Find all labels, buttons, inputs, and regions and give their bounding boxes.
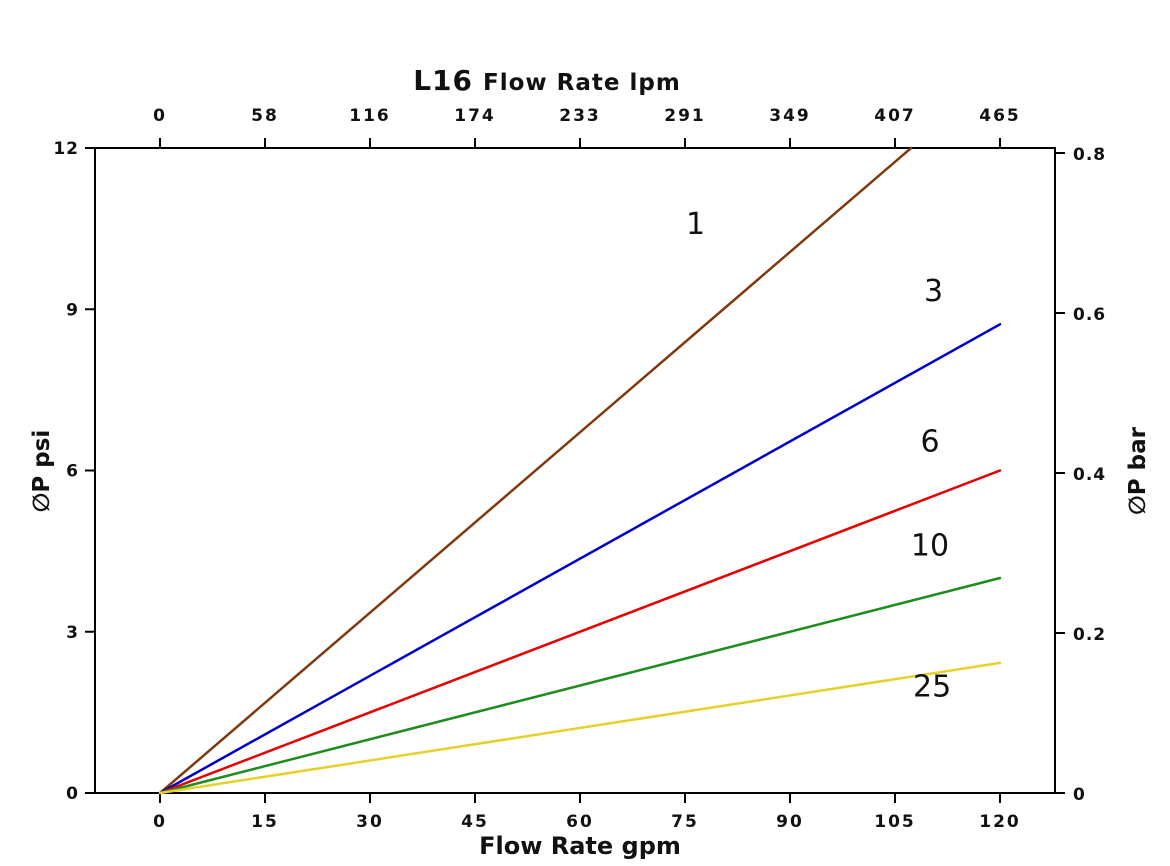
y-right-tick-label: 0 xyxy=(1073,785,1086,805)
y-right-tick-label: 0.8 xyxy=(1073,145,1106,165)
x-bottom-tick-label: 75 xyxy=(671,812,699,832)
x-axis-label-bottom: Flow Rate gpm xyxy=(479,832,681,860)
series-line-25 xyxy=(158,661,1002,795)
series-line-1 xyxy=(158,146,913,795)
y-left-tick-label: 9 xyxy=(66,300,79,320)
x-bottom-tick-label: 15 xyxy=(251,812,279,832)
series-line-6 xyxy=(158,469,1002,795)
y-left-tick-label: 12 xyxy=(53,139,79,159)
x-bottom-tick-label: 0 xyxy=(153,812,167,832)
series-label-25: 25 xyxy=(913,669,951,704)
x-top-tick-label: 0 xyxy=(153,106,167,126)
x-top-tick-label: 291 xyxy=(664,106,706,126)
y-right-tick-label: 0.6 xyxy=(1073,305,1106,325)
x-bottom-tick-label: 30 xyxy=(356,812,384,832)
x-top-tick-label: 233 xyxy=(559,106,601,126)
series-line-10 xyxy=(158,576,1002,795)
x-bottom-tick-label: 120 xyxy=(979,812,1021,832)
y-right-tick-label: 0.2 xyxy=(1073,625,1106,645)
chart-title-model: L16 xyxy=(413,64,473,97)
chart-title-axis: Flow Rate lpm xyxy=(483,70,681,96)
series-label-3: 3 xyxy=(924,274,943,309)
x-bottom-tick-label: 90 xyxy=(776,812,804,832)
x-top-tick-label: 465 xyxy=(979,106,1021,126)
x-bottom-tick-label: 60 xyxy=(566,812,594,832)
x-top-tick-label: 407 xyxy=(874,106,916,126)
plot-border xyxy=(94,147,1056,794)
series-line-3 xyxy=(158,323,1002,795)
y-right-tick-label: 0.4 xyxy=(1073,465,1106,485)
series-label-6: 6 xyxy=(920,425,939,460)
x-bottom-tick-label: 45 xyxy=(461,812,489,832)
y-left-tick-label: 3 xyxy=(66,623,79,643)
y-left-tick-label: 6 xyxy=(66,462,79,482)
x-top-tick-label: 174 xyxy=(454,106,496,126)
y-left-tick-label: 0 xyxy=(66,784,79,804)
x-bottom-tick-label: 105 xyxy=(874,812,916,832)
x-top-tick-label: 116 xyxy=(349,106,391,126)
series-label-10: 10 xyxy=(911,528,949,563)
x-top-tick-label: 58 xyxy=(251,106,279,126)
series-label-1: 1 xyxy=(686,207,705,242)
chart-title: L16 Flow Rate lpm xyxy=(0,64,1132,97)
x-top-tick-label: 349 xyxy=(769,106,811,126)
